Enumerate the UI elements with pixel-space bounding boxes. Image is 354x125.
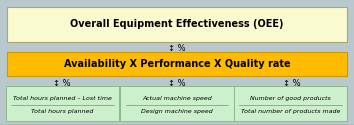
FancyBboxPatch shape	[234, 86, 347, 121]
Text: ↕ %: ↕ %	[168, 44, 186, 53]
FancyBboxPatch shape	[120, 86, 234, 121]
Text: Total hours planned – Lost time: Total hours planned – Lost time	[13, 96, 112, 101]
Text: ↕ %: ↕ %	[53, 79, 71, 88]
Text: Availability X Performance X Quality rate: Availability X Performance X Quality rat…	[64, 59, 290, 69]
Text: Number of good products: Number of good products	[250, 96, 331, 101]
Text: Design machine speed: Design machine speed	[141, 109, 213, 114]
Text: Total number of products made: Total number of products made	[241, 109, 340, 114]
Text: Total hours planned: Total hours planned	[32, 109, 94, 114]
FancyBboxPatch shape	[6, 86, 119, 121]
Text: Actual machine speed: Actual machine speed	[142, 96, 212, 101]
Text: Overall Equipment Effectiveness (OEE): Overall Equipment Effectiveness (OEE)	[70, 19, 284, 29]
FancyBboxPatch shape	[7, 52, 347, 76]
FancyBboxPatch shape	[7, 7, 347, 42]
Text: ↕ %: ↕ %	[168, 79, 186, 88]
Text: ↕ %: ↕ %	[283, 79, 301, 88]
